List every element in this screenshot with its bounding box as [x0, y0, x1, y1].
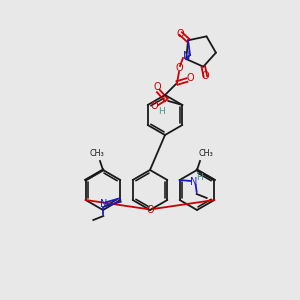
- Text: N: N: [190, 177, 197, 187]
- Text: N: N: [183, 51, 191, 61]
- Text: O: O: [177, 28, 184, 39]
- Text: CH₃: CH₃: [199, 149, 213, 158]
- Text: N: N: [100, 199, 107, 209]
- Text: O: O: [202, 71, 209, 81]
- Text: O: O: [186, 73, 194, 83]
- Text: H: H: [196, 172, 203, 182]
- Text: O: O: [151, 101, 158, 111]
- Text: O: O: [175, 63, 183, 73]
- Text: CH₃: CH₃: [90, 149, 104, 158]
- Text: O: O: [146, 205, 154, 215]
- Text: O: O: [154, 82, 161, 92]
- Text: H: H: [158, 106, 165, 116]
